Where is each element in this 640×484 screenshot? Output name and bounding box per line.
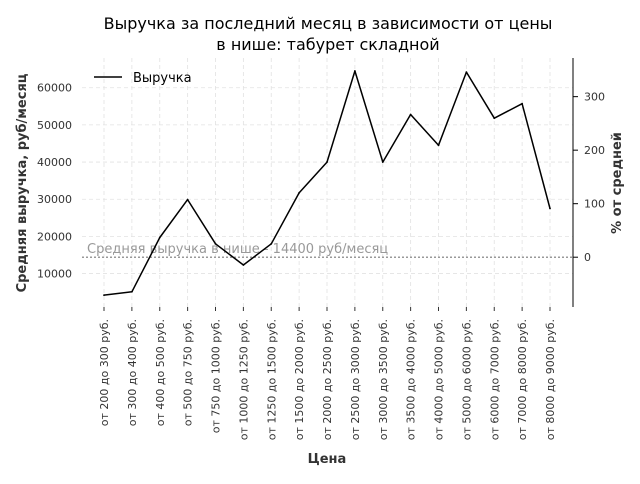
data-point — [465, 71, 468, 74]
x-tick-label: от 1500 до 2000 руб. — [293, 319, 306, 440]
data-point — [326, 161, 328, 163]
data-point — [353, 70, 356, 72]
legend: Выручка — [94, 71, 192, 86]
data-point — [549, 207, 551, 210]
legend-label: Выручка — [133, 71, 192, 86]
data-point — [381, 161, 384, 163]
x-tick-label: от 8000 до 9000 руб. — [544, 319, 557, 440]
data-point — [437, 144, 440, 147]
y-tick-label: 10000 — [37, 268, 72, 281]
x-tick-label: от 1250 до 1500 руб. — [265, 319, 278, 440]
x-tick-label: от 2500 до 3000 руб. — [349, 319, 362, 440]
y-axis-label: Средняя выручка, руб/месяц — [15, 73, 30, 292]
x-tick-label: от 400 до 500 руб. — [154, 319, 167, 426]
x-tick-label: от 500 до 750 руб. — [182, 319, 195, 426]
x-tick-label: от 2000 до 2500 руб. — [321, 319, 334, 440]
y-tick-label: 60000 — [37, 82, 72, 95]
chart-title-line2: в нише: табурет складной — [216, 35, 439, 54]
series — [103, 70, 551, 297]
data-point — [298, 192, 301, 194]
data-point — [214, 242, 217, 245]
x-tick-label: от 3000 до 3500 руб. — [377, 319, 390, 440]
data-point — [130, 290, 133, 293]
x-tick-label: от 6000 до 7000 руб. — [488, 319, 501, 440]
x-tick-label: от 200 до 300 руб. — [98, 319, 111, 426]
data-point — [103, 294, 105, 297]
chart-title-line1: Выручка за последний месяц в зависимости… — [104, 14, 553, 33]
data-point — [270, 242, 273, 245]
y2-axis-label: % от средней — [610, 132, 625, 234]
x-tick-label: от 3500 до 4000 руб. — [405, 319, 418, 440]
y2-tick-label: 300 — [584, 91, 605, 104]
data-point — [493, 117, 496, 120]
axes: 10000 20000 30000 40000 50000 60000 от 200 до … — [37, 58, 605, 440]
x-tick-label: от 1000 до 1250 руб. — [237, 319, 250, 440]
y-tick-label: 20000 — [37, 230, 72, 243]
y-tick-label: 40000 — [37, 156, 72, 169]
y2-tick-label: 200 — [584, 144, 605, 157]
x-tick-label: от 750 до 1000 руб. — [210, 319, 223, 433]
data-point — [409, 113, 412, 116]
x-tick-label: от 300 до 400 руб. — [126, 319, 139, 426]
y-tick-label: 30000 — [37, 193, 72, 206]
average-label: Средняя выручка в нише - 14400 руб/месяц — [87, 242, 388, 257]
x-tick-label: от 4000 до 5000 руб. — [433, 319, 446, 440]
average-reference: Средняя выручка в нише - 14400 руб/месяц — [82, 242, 573, 258]
data-point — [242, 264, 245, 266]
x-tick-label: от 7000 до 8000 руб. — [516, 319, 529, 440]
x-axis-label: Цена — [308, 452, 347, 467]
x-tick-label: от 5000 до 6000 руб. — [460, 319, 473, 440]
data-point — [521, 102, 524, 105]
y2-tick-label: 100 — [584, 198, 605, 211]
grid — [82, 58, 573, 307]
y2-tick-label: 0 — [584, 251, 591, 264]
data-point — [186, 198, 189, 201]
y-tick-label: 50000 — [37, 119, 72, 132]
data-point — [158, 236, 161, 239]
